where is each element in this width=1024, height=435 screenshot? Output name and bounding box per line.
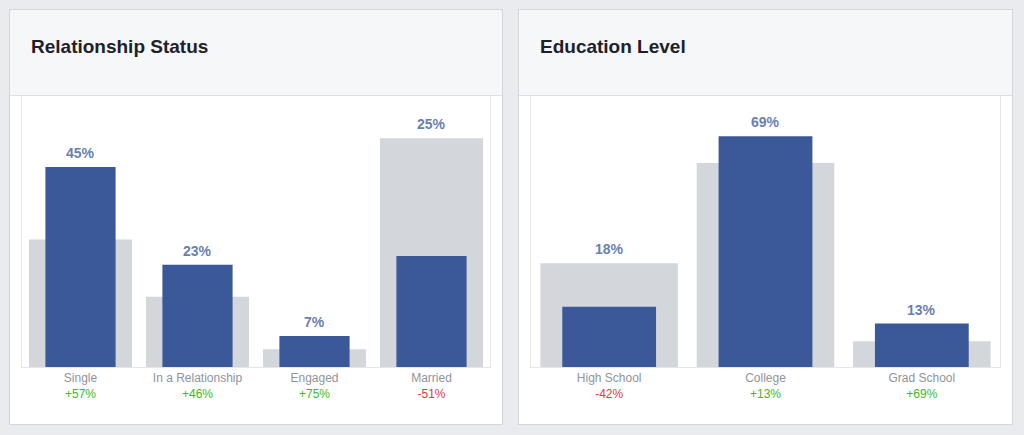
html-text:Education Level: Education Level <box>540 36 686 57</box>
svg-text:25%: 25% <box>417 116 446 132</box>
html-text:Relationship Status: Relationship Status <box>31 36 209 57</box>
svg-text:College+13%: College+13% <box>745 371 786 401</box>
svg-text:Grad School+69%: Grad School+69% <box>888 371 955 401</box>
svg-text:45%: 45% <box>66 145 95 161</box>
svg-text:69%: 69% <box>751 114 780 130</box>
svg-text:Single+57%: Single+57% <box>64 371 98 401</box>
svg-text:Married-51%: Married-51% <box>411 371 452 401</box>
svg-text:High School-42%: High School-42% <box>577 371 642 401</box>
svg-text:23%: 23% <box>183 243 212 259</box>
svg-text:18%: 18% <box>595 241 624 257</box>
svg-text:7%: 7% <box>304 314 325 330</box>
svg-text:In a Relationship+46%: In a Relationship+46% <box>153 371 243 401</box>
svg-text:Engaged+75%: Engaged+75% <box>290 371 338 401</box>
svg-text:13%: 13% <box>907 302 936 318</box>
